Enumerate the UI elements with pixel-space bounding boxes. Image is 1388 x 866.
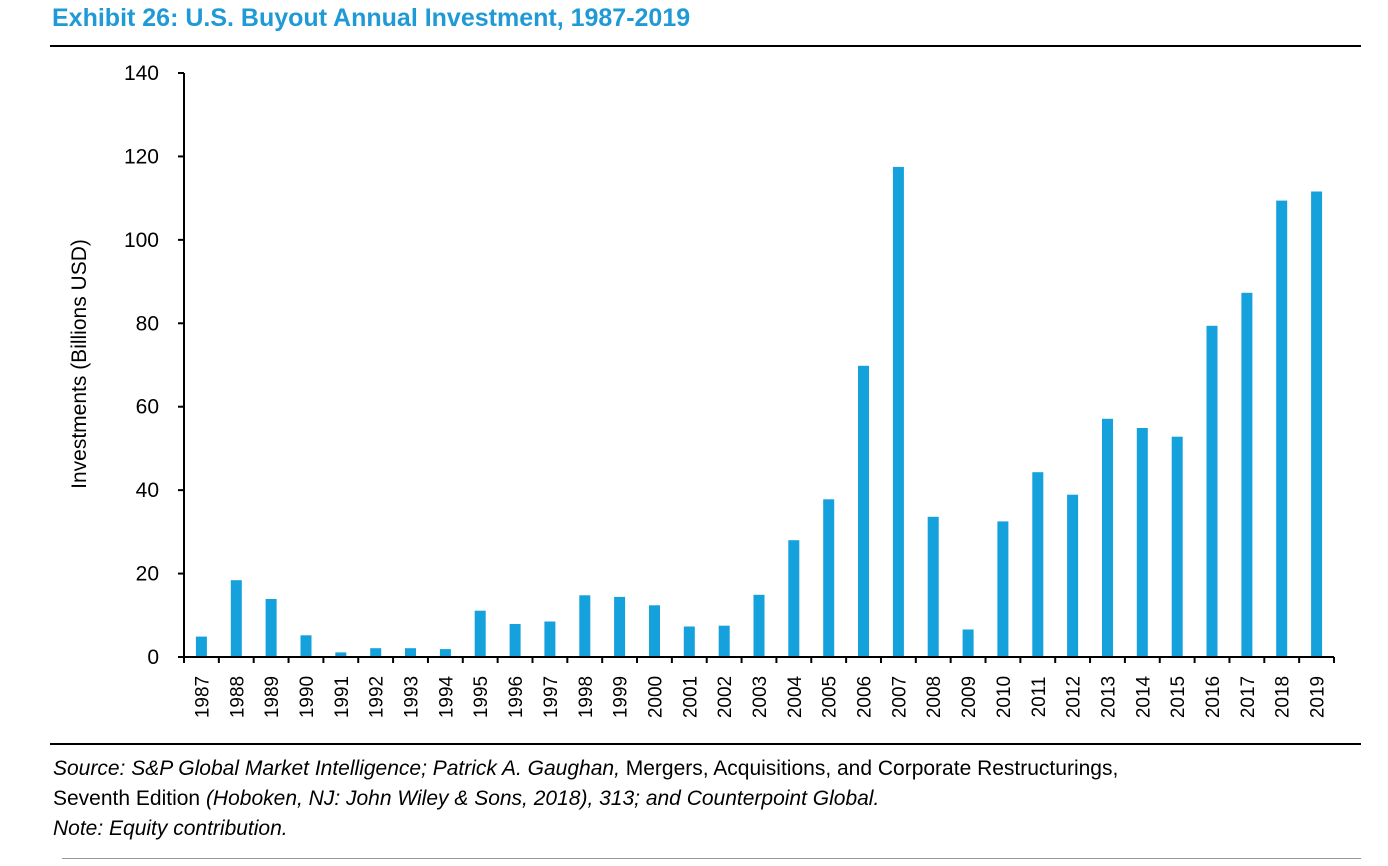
note-line: Note: Equity contribution. (53, 814, 1353, 844)
x-tick-label-2000: 2000 (646, 676, 667, 718)
y-axis-label: Investments (Billions USD) (68, 239, 91, 489)
x-tick-label-2006: 2006 (855, 676, 876, 718)
chart-title: Exhibit 26: U.S. Buyout Annual Investmen… (52, 4, 691, 32)
bar-2018 (1276, 200, 1288, 657)
title-divider (50, 45, 1361, 47)
bar-2001 (683, 626, 695, 657)
y-tick-label-0: 0 (147, 646, 159, 669)
bar-2000 (649, 605, 660, 657)
bars (195, 166, 1323, 657)
x-tick-label-2012: 2012 (1064, 676, 1085, 718)
bar-2010 (997, 521, 1009, 657)
bar-1997 (544, 621, 556, 657)
x-tick-label-1997: 1997 (541, 676, 562, 718)
bar-2012 (1067, 494, 1079, 657)
bar-1995 (474, 610, 486, 657)
source-line-2: Seventh Edition (Hoboken, NJ: John Wiley… (53, 784, 1353, 814)
bar-2011 (1032, 472, 1044, 657)
bar-2002 (718, 625, 730, 657)
x-tick-label-1992: 1992 (367, 676, 388, 718)
x-tick-label-2003: 2003 (750, 676, 771, 718)
bar-2003 (753, 594, 765, 657)
equity-note: Note: Equity contribution. (53, 817, 288, 840)
x-tick-label-2018: 2018 (1273, 676, 1294, 718)
x-tick-label-2007: 2007 (889, 676, 910, 718)
y-tick-label-140: 140 (124, 62, 159, 85)
bar-2006 (858, 365, 869, 657)
x-tick-label-2001: 2001 (680, 676, 701, 718)
source-line-1: Source: S&P Global Market Intelligence; … (53, 754, 1353, 784)
y-tick-label-80: 80 (136, 312, 159, 335)
x-tick-label-2017: 2017 (1238, 676, 1259, 718)
book-title-part-1: Mergers, Acquisitions, and Corporate Res… (619, 757, 1119, 780)
bar-2009 (962, 629, 974, 657)
source-note: Source: S&P Global Market Intelligence; … (53, 754, 1353, 844)
y-tick-label-60: 60 (136, 396, 159, 419)
x-tick-label-1993: 1993 (402, 676, 423, 718)
y-tick-label-40: 40 (136, 479, 159, 502)
x-tick-label-2005: 2005 (820, 676, 841, 718)
x-tick-label-1991: 1991 (332, 676, 353, 718)
bar-1989 (265, 599, 277, 657)
source-label: Source: S&P Global Market Intelligence; … (53, 757, 620, 780)
x-tick-label-2002: 2002 (715, 676, 736, 718)
bar-2007 (892, 166, 904, 657)
x-tick-label-2013: 2013 (1099, 676, 1120, 718)
x-tick-label-2009: 2009 (959, 676, 980, 718)
y-tick-label-100: 100 (124, 229, 159, 252)
x-tick-label-2015: 2015 (1168, 676, 1189, 718)
bar-2014 (1136, 428, 1148, 657)
bar-2017 (1241, 292, 1253, 657)
bar-1988 (230, 580, 242, 657)
x-tick-label-1987: 1987 (192, 676, 213, 718)
x-tick-label-1998: 1998 (576, 676, 597, 718)
y-tick-label-120: 120 (124, 145, 159, 168)
x-tick-label-2011: 2011 (1029, 677, 1050, 718)
bar-1992 (370, 648, 382, 657)
x-tick-label-1990: 1990 (297, 676, 318, 718)
bar-1999 (614, 596, 626, 657)
axes: 0 20 40 60 80 100 120 140 1987 1988 1989 1990 1991 19… (124, 62, 1335, 718)
bar-2019 (1311, 191, 1323, 657)
bar-1990 (300, 635, 312, 657)
publisher-info: (Hoboken, NJ: John Wiley & Sons, 2018), … (200, 787, 880, 810)
bar-2015 (1171, 436, 1183, 657)
x-tick-label-2010: 2010 (994, 676, 1015, 718)
bar-1993 (405, 648, 416, 657)
x-tick-label-1994: 1994 (436, 675, 457, 718)
x-tick-label-2019: 2019 (1308, 676, 1329, 718)
x-tick-label-2016: 2016 (1203, 676, 1224, 718)
footer-divider (50, 743, 1361, 745)
bar-2016 (1206, 325, 1218, 657)
x-tick-label-1999: 1999 (611, 676, 632, 718)
bar-2008 (927, 516, 939, 657)
x-tick-label-1995: 1995 (471, 676, 492, 718)
x-tick-label-2004: 2004 (785, 675, 806, 718)
y-tick-label-20: 20 (136, 563, 159, 586)
x-tick-label-2014: 2014 (1133, 675, 1154, 718)
x-tick-label-2008: 2008 (924, 676, 945, 718)
bar-1998 (579, 595, 591, 657)
bar-1994 (439, 649, 451, 657)
x-tick-label-1988: 1988 (227, 676, 248, 718)
bar-1991 (335, 652, 347, 657)
bar-chart: Investments (Billions USD) 0 20 40 60 80 100 1… (68, 62, 1335, 718)
bar-2004 (788, 540, 800, 657)
bar-2005 (823, 499, 835, 657)
bar-1996 (509, 624, 521, 657)
page-bottom-rule (62, 858, 1361, 859)
x-tick-label-1989: 1989 (262, 676, 283, 718)
book-title-part-2: Seventh Edition (53, 787, 201, 810)
bar-1987 (195, 636, 207, 657)
bar-2013 (1102, 418, 1113, 657)
x-tick-label-1996: 1996 (506, 676, 527, 718)
